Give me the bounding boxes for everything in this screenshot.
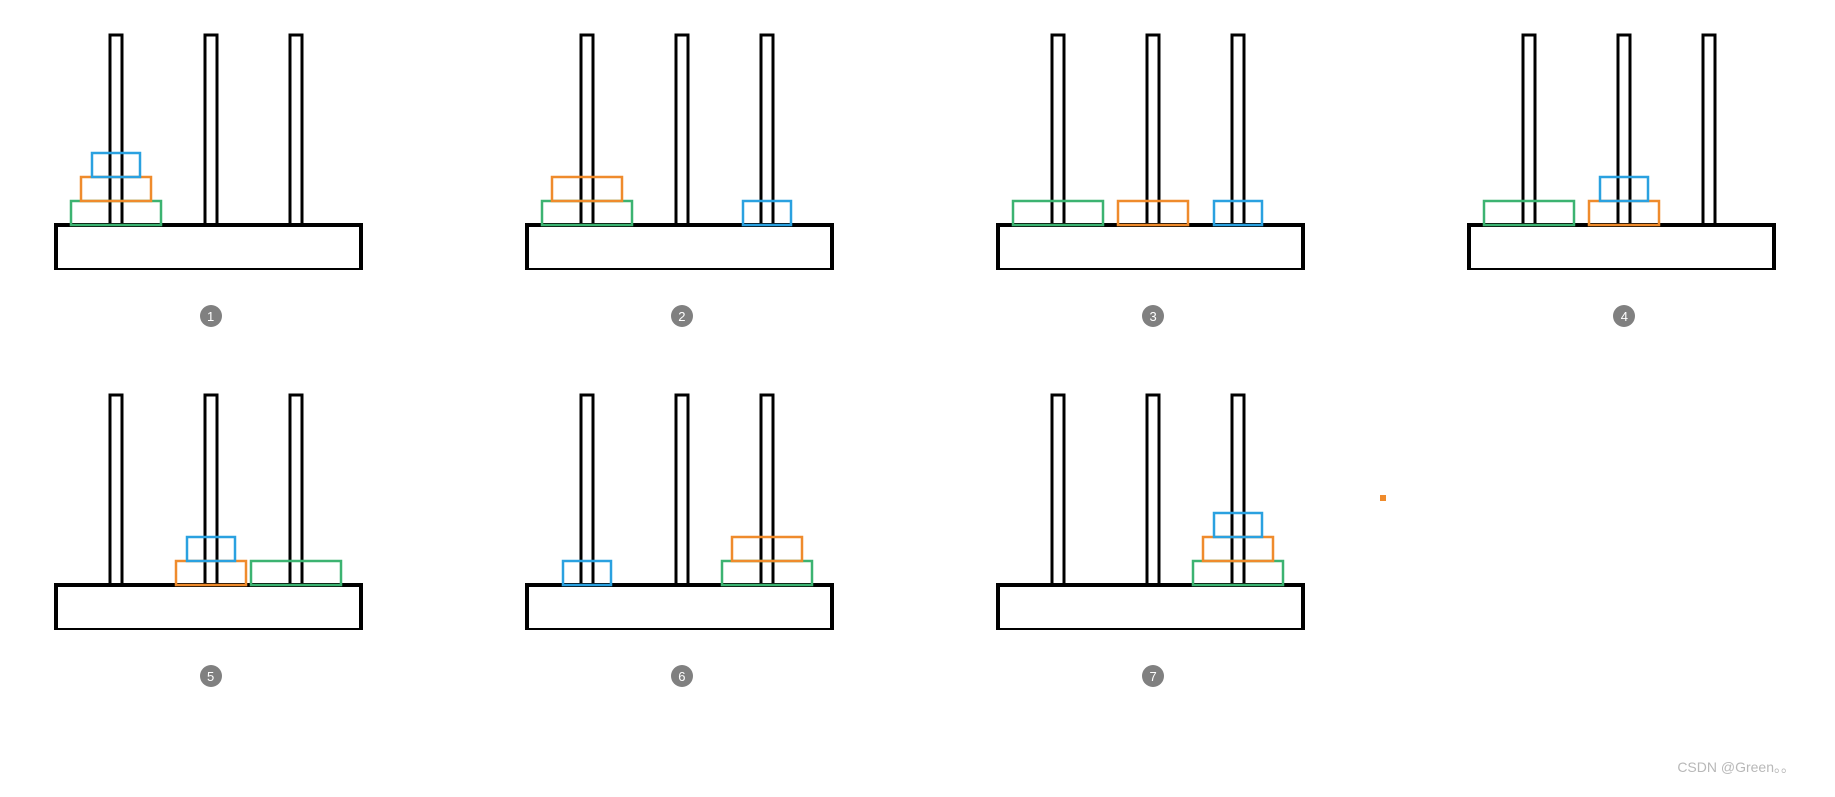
hanoi-tower-svg: [988, 10, 1318, 270]
hanoi-step-6: 6: [491, 370, 872, 710]
disc-medium: [1118, 201, 1188, 225]
disc-medium: [552, 177, 622, 201]
tower-wrap: [46, 10, 376, 270]
tower-wrap: [988, 370, 1318, 630]
disc-medium: [176, 561, 246, 585]
disc-medium: [81, 177, 151, 201]
step-number-badge: 3: [1142, 305, 1164, 327]
disc-medium: [1589, 201, 1659, 225]
tower-wrap: [1459, 10, 1789, 270]
disc-small: [563, 561, 611, 585]
disc-large: [722, 561, 812, 585]
base-platform: [56, 225, 361, 270]
disc-small: [1600, 177, 1648, 201]
step-number-badge: 5: [200, 665, 222, 687]
hanoi-tower-svg: [1459, 10, 1789, 270]
disc-small: [1214, 201, 1262, 225]
tower-wrap: [988, 10, 1318, 270]
disc-medium: [1203, 537, 1273, 561]
hanoi-tower-svg: [988, 370, 1318, 630]
hanoi-step-3: 3: [963, 10, 1344, 350]
disc-large: [71, 201, 161, 225]
disc-large: [542, 201, 632, 225]
disc-large: [251, 561, 341, 585]
hanoi-step-5: 5: [20, 370, 401, 710]
step-number-badge: 4: [1613, 305, 1635, 327]
base-platform: [1469, 225, 1774, 270]
peg: [205, 35, 217, 230]
base-platform: [527, 585, 832, 630]
watermark-text: CSDN @Green。。: [1677, 757, 1795, 777]
tower-wrap: [46, 370, 376, 630]
peg: [676, 395, 688, 590]
tower-wrap: [517, 370, 847, 630]
step-number-badge: 1: [200, 305, 222, 327]
step-number-badge: 7: [1142, 665, 1164, 687]
disc-small: [92, 153, 140, 177]
hanoi-step-1: 1: [20, 10, 401, 350]
hanoi-step-7: 7: [963, 370, 1344, 710]
hanoi-tower-svg: [46, 10, 376, 270]
disc-medium: [732, 537, 802, 561]
hanoi-step-2: 2: [491, 10, 872, 350]
disc-small: [187, 537, 235, 561]
disc-small: [1214, 513, 1262, 537]
disc-small: [743, 201, 791, 225]
peg: [676, 35, 688, 230]
base-platform: [998, 225, 1303, 270]
base-platform: [998, 585, 1303, 630]
disc-large: [1193, 561, 1283, 585]
peg: [290, 35, 302, 230]
peg: [1703, 35, 1715, 230]
hanoi-tower-svg: [517, 370, 847, 630]
base-platform: [56, 585, 361, 630]
hanoi-step-grid: 1 2 3 4 5 6 7: [0, 0, 1835, 720]
peg: [110, 395, 122, 590]
peg: [1147, 395, 1159, 590]
disc-large: [1484, 201, 1574, 225]
step-number-badge: 2: [671, 305, 693, 327]
disc-large: [1013, 201, 1103, 225]
hanoi-step-4: 4: [1434, 10, 1815, 350]
peg: [1052, 395, 1064, 590]
step-number-badge: 6: [671, 665, 693, 687]
stray-dot: [1380, 495, 1386, 501]
tower-wrap: [517, 10, 847, 270]
hanoi-tower-svg: [46, 370, 376, 630]
base-platform: [527, 225, 832, 270]
hanoi-tower-svg: [517, 10, 847, 270]
